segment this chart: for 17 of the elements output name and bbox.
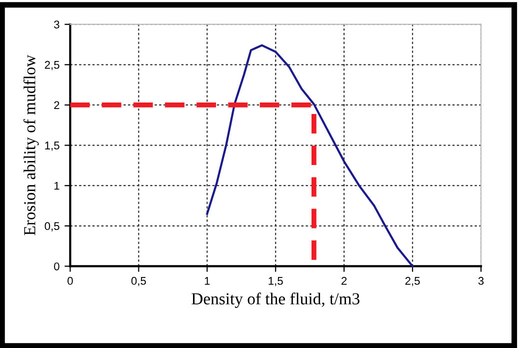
y-tick-label: 0 (54, 262, 60, 270)
x-axis-title: Density of the fluid, t/m3 (192, 292, 360, 308)
line-series (206, 44, 414, 268)
x-tick-label: 1 (204, 277, 210, 285)
x-tick-label: 2 (342, 276, 347, 285)
x-tick-label: 1,5 (268, 277, 283, 286)
y-tick-label: 3 (54, 20, 60, 28)
y-tick-label: 2,5 (44, 60, 60, 70)
y-tick-label: 0,5 (44, 222, 60, 232)
x-tick-label: 2,5 (405, 276, 420, 286)
x-tick-label: 3 (478, 276, 484, 285)
y-tick-label: 1 (54, 182, 60, 190)
x-tick-label: 0 (68, 276, 73, 285)
y-axis-title: Erosion ability of mudflow (23, 54, 39, 236)
x-tick-label: 0,5 (131, 276, 146, 286)
y-tick-label: 1,5 (45, 142, 60, 151)
y-tick-label: 2 (54, 101, 60, 110)
